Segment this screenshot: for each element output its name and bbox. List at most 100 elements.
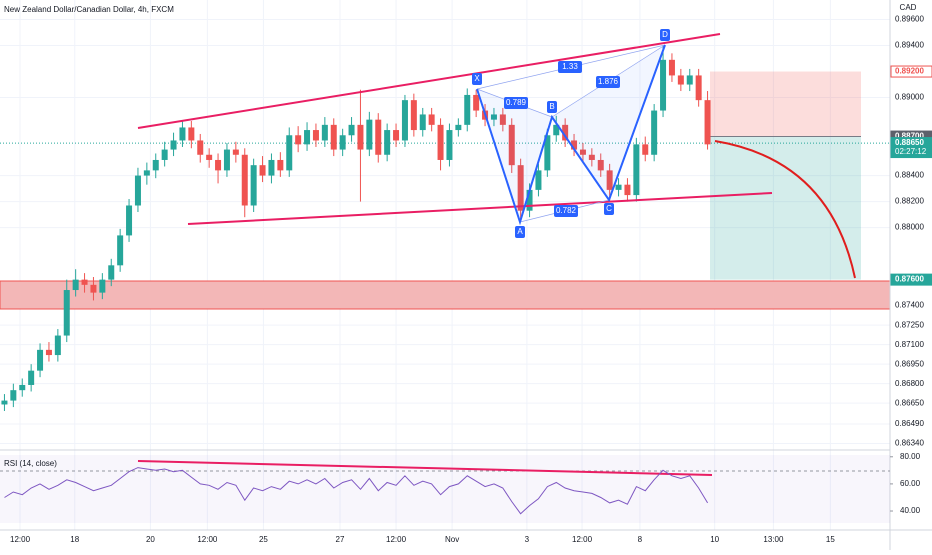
y-tick-label: 0.88400 (895, 171, 924, 180)
y-tick-label: 0.88000 (895, 223, 924, 232)
candle-body (312, 130, 319, 141)
candle-body (553, 124, 560, 136)
x-tick-label: Nov (445, 535, 459, 544)
candle-body (250, 165, 257, 206)
candle-body (37, 349, 44, 371)
pattern-ratio: 1.33 (562, 62, 578, 71)
y-tick-label: 0.86800 (895, 379, 924, 388)
candle-body (357, 124, 364, 150)
candle-body (410, 100, 417, 131)
candle-body (223, 149, 230, 171)
price-label-box (890, 137, 932, 159)
candle-body (419, 114, 426, 131)
candle-body (197, 140, 204, 155)
candle-body (517, 165, 524, 211)
candle-body (99, 279, 106, 293)
candle-body (143, 170, 150, 176)
rsi-label: RSI (14, close) (4, 459, 57, 468)
candle-body (571, 140, 578, 150)
pattern-point-box (604, 203, 614, 215)
candle-body (526, 189, 533, 211)
projection-arrow (714, 140, 856, 279)
pattern-leg (476, 44, 666, 226)
candle-body (90, 284, 97, 293)
y-tick-label: 0.86490 (895, 419, 924, 428)
candle-body (579, 149, 586, 155)
pattern-point-box (515, 226, 525, 238)
pattern-ratio-box (554, 205, 578, 217)
price-label: 0.88700 (895, 132, 924, 141)
candle-body (330, 124, 337, 150)
price-label: 0.87600 (895, 275, 924, 284)
x-tick-label: 12:00 (386, 535, 407, 544)
pattern-point-label: B (549, 102, 554, 111)
supply-zone (0, 280, 891, 310)
candle-body (455, 124, 462, 131)
candle-body (544, 135, 551, 171)
candle-body (437, 124, 444, 160)
y-tick-label: 0.86650 (895, 398, 924, 407)
candles (1, 45, 711, 411)
candle-body (28, 370, 35, 385)
candle-body (126, 205, 133, 236)
candle-body (597, 159, 604, 171)
candle-body (366, 119, 373, 150)
x-tick-label: 25 (259, 535, 268, 544)
candle-body (188, 127, 195, 141)
candle-body (473, 94, 480, 111)
candle-body (304, 130, 311, 145)
x-tick-label: 27 (336, 535, 345, 544)
rsi-tick-label: 60.00 (900, 479, 921, 488)
candle-body (562, 124, 569, 141)
candle-body (108, 265, 115, 280)
candle-body (677, 75, 684, 85)
pattern-point-label: D (662, 30, 668, 39)
upper-trendline (137, 33, 721, 129)
candle-body (499, 114, 506, 125)
pattern-ratio: 0.782 (556, 206, 577, 215)
candle-body (206, 154, 213, 160)
candle-body (339, 135, 346, 150)
price-label-box (890, 273, 932, 286)
pattern-fill (552, 45, 665, 200)
pattern-point-box (472, 73, 482, 85)
y-tick-label: 0.87100 (895, 340, 924, 349)
candle-body (651, 110, 658, 155)
candle-body (624, 184, 631, 196)
take-profit-box (710, 136, 861, 280)
x-tick-label: 8 (638, 535, 643, 544)
candle-body (10, 390, 17, 401)
candle-body (686, 75, 693, 85)
pattern-ratio: 1.876 (598, 77, 619, 86)
pattern-ratio-box (504, 97, 528, 109)
candle-body (268, 159, 275, 176)
grid (0, 0, 890, 530)
pattern-point-box (660, 29, 670, 41)
candle-body (81, 279, 88, 285)
candle-body (704, 100, 711, 145)
rsi-tick-label: 80.00 (900, 452, 921, 461)
candle-body (63, 290, 70, 336)
candle-body (277, 159, 284, 171)
y-tick-label: 0.89400 (895, 41, 924, 50)
pattern-point-label: A (517, 227, 523, 236)
candle-body (232, 149, 239, 155)
chart-title: New Zealand Dollar/Canadian Dollar, 4h, … (4, 5, 174, 14)
candle-body (117, 235, 124, 266)
rsi-line (4, 467, 709, 515)
y-tick-label: 0.89600 (895, 15, 924, 24)
candle-body (668, 59, 675, 76)
x-tick-label: 12:00 (10, 535, 31, 544)
x-tick-label: 13:00 (763, 535, 784, 544)
candle-body (152, 159, 159, 171)
y-tick-label: 0.86950 (895, 359, 924, 368)
candle-body (72, 279, 79, 291)
y-tick-label: 0.88200 (895, 197, 924, 206)
price-label: 0.89200 (895, 67, 924, 76)
pattern-point-label: X (474, 74, 480, 83)
pattern-ratio-box (596, 76, 620, 88)
candle-body (286, 135, 293, 171)
candle-body (490, 114, 497, 120)
